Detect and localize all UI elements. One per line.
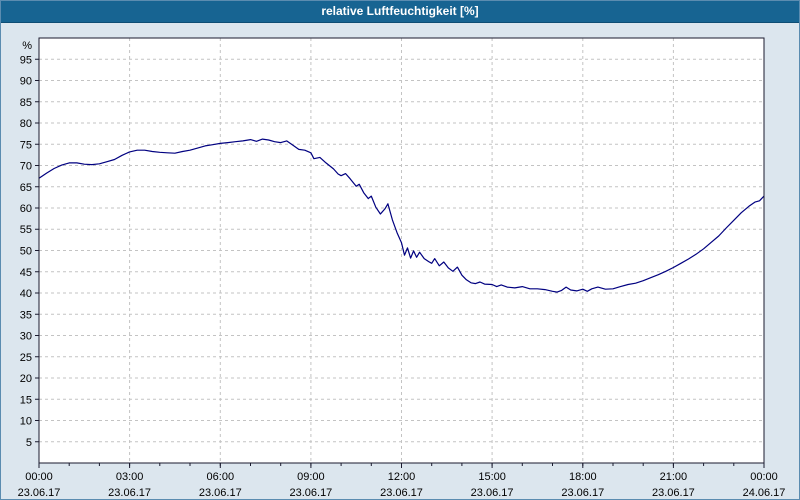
svg-text:10: 10 — [20, 416, 32, 428]
svg-text:50: 50 — [20, 246, 32, 258]
svg-text:25: 25 — [20, 352, 32, 364]
svg-text:95: 95 — [20, 54, 32, 66]
svg-text:15:00: 15:00 — [478, 471, 506, 483]
svg-text:85: 85 — [20, 97, 32, 109]
chart-area: 95 90 85 80 75 70 65 60 55 50 45 40 35 30 25 20 15 10 5% 00… — [1, 23, 799, 499]
svg-text:55: 55 — [20, 224, 32, 236]
svg-text:23.06.17: 23.06.17 — [18, 487, 61, 499]
svg-text:65: 65 — [20, 182, 32, 194]
svg-text:70: 70 — [20, 161, 32, 173]
svg-text:23.06.17: 23.06.17 — [289, 487, 332, 499]
svg-text:23.06.17: 23.06.17 — [471, 487, 514, 499]
svg-text:09:00: 09:00 — [297, 471, 325, 483]
svg-text:15: 15 — [20, 394, 32, 406]
svg-text:80: 80 — [20, 118, 32, 130]
svg-text:60: 60 — [20, 203, 32, 215]
svg-text:45: 45 — [20, 267, 32, 279]
svg-text:03:00: 03:00 — [116, 471, 144, 483]
svg-text:20: 20 — [20, 373, 32, 385]
svg-text:24.06.17: 24.06.17 — [743, 487, 786, 499]
svg-text:90: 90 — [20, 76, 32, 88]
svg-text:21:00: 21:00 — [660, 471, 688, 483]
svg-text:12:00: 12:00 — [388, 471, 416, 483]
svg-text:00:00: 00:00 — [750, 471, 778, 483]
title-bar: relative Luftfeuchtigkeit [%] — [1, 1, 799, 23]
svg-text:23.06.17: 23.06.17 — [380, 487, 423, 499]
svg-text:23.06.17: 23.06.17 — [561, 487, 604, 499]
svg-text:00:00: 00:00 — [25, 471, 53, 483]
chart-title: relative Luftfeuchtigkeit [%] — [321, 4, 479, 18]
svg-text:5: 5 — [26, 437, 32, 449]
svg-text:18:00: 18:00 — [569, 471, 597, 483]
svg-text:23.06.17: 23.06.17 — [652, 487, 695, 499]
svg-text:%: % — [22, 40, 32, 52]
svg-text:40: 40 — [20, 288, 32, 300]
svg-text:35: 35 — [20, 309, 32, 321]
humidity-chart: 95 90 85 80 75 70 65 60 55 50 45 40 35 30 25 20 15 10 5% 00… — [18, 37, 786, 499]
svg-text:30: 30 — [20, 331, 32, 343]
svg-text:06:00: 06:00 — [207, 471, 235, 483]
svg-text:23.06.17: 23.06.17 — [108, 487, 151, 499]
svg-text:23.06.17: 23.06.17 — [199, 487, 242, 499]
svg-text:75: 75 — [20, 139, 32, 151]
